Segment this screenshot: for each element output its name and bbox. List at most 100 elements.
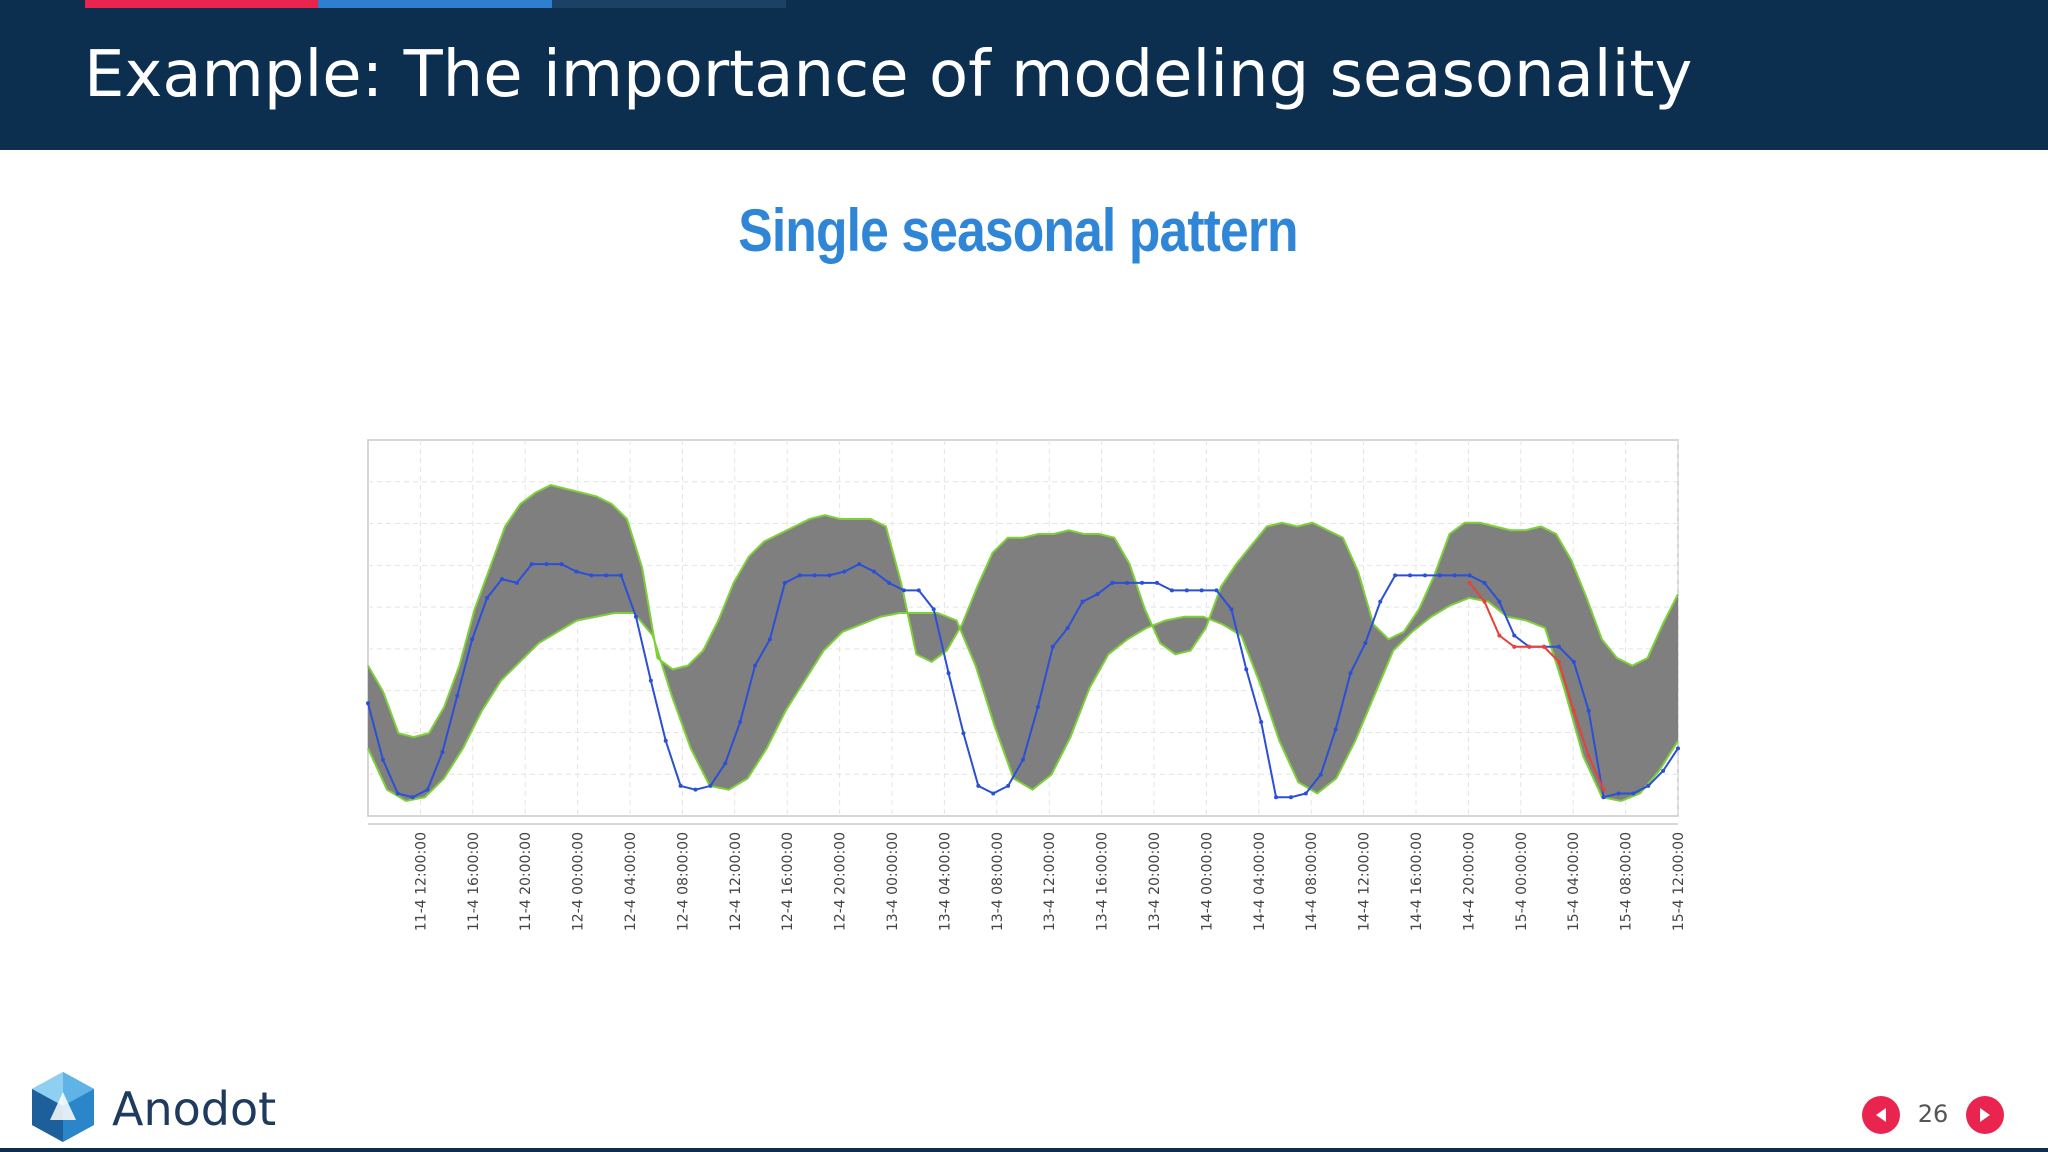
chart-title: Single seasonal pattern: [738, 197, 1298, 264]
data-point: [514, 580, 519, 585]
anomaly-point: [1556, 659, 1561, 664]
data-point: [633, 614, 638, 619]
data-point: [1140, 580, 1145, 585]
x-tick-label: 12-4 16:00:00: [780, 832, 796, 931]
data-point: [366, 701, 370, 706]
next-arrow-icon: [1980, 1108, 1990, 1122]
x-tick-label: 13-4 00:00:00: [885, 832, 901, 931]
data-point: [380, 757, 385, 762]
x-tick-label: 13-4 20:00:00: [1147, 832, 1163, 931]
x-tick-label: 13-4 16:00:00: [1095, 832, 1111, 931]
data-point: [395, 791, 400, 796]
anomaly-point: [1497, 633, 1502, 638]
x-tick-label: 14-4 12:00:00: [1357, 832, 1373, 931]
data-point: [410, 795, 415, 800]
data-point: [842, 569, 847, 574]
data-point: [440, 750, 445, 755]
data-point: [1422, 573, 1427, 578]
x-tick-label: 11-4 16:00:00: [466, 832, 482, 931]
data-point: [1378, 599, 1383, 604]
data-point: [991, 791, 996, 796]
anomaly-point: [1542, 644, 1547, 649]
data-point: [1333, 727, 1338, 732]
data-point: [693, 787, 698, 792]
data-point: [1259, 720, 1264, 724]
data-point: [887, 580, 892, 585]
anomaly-point: [1586, 753, 1591, 758]
data-point: [767, 637, 772, 642]
data-point: [946, 671, 951, 676]
data-point: [738, 720, 743, 724]
anomaly-point: [1601, 787, 1606, 792]
x-tick-label: 12-4 08:00:00: [675, 832, 691, 931]
data-point: [1065, 626, 1070, 630]
data-point: [753, 663, 758, 668]
x-tick-label: 12-4 00:00:00: [571, 832, 587, 931]
data-point: [470, 637, 475, 642]
data-point: [1586, 708, 1591, 713]
data-point: [872, 569, 877, 574]
band-lower-edge: [367, 596, 1679, 803]
data-point: [485, 595, 490, 600]
data-point: [976, 783, 981, 788]
x-tick-label: 14-4 20:00:00: [1461, 832, 1477, 931]
data-point: [916, 588, 921, 593]
data-point: [678, 783, 683, 788]
data-point: [1125, 580, 1130, 585]
accent-bar-red: [85, 0, 318, 8]
x-tick-label: 15-4 12:00:00: [1671, 832, 1685, 931]
accent-bar-blue: [318, 0, 552, 8]
data-point: [589, 573, 594, 578]
x-tick-label: 14-4 16:00:00: [1409, 832, 1425, 931]
slide-title: Example: The importance of modeling seas…: [84, 38, 1693, 112]
prev-slide-button[interactable]: [1862, 1096, 1900, 1134]
x-tick-label: 12-4 20:00:00: [833, 832, 849, 931]
x-tick-label: 11-4 12:00:00: [413, 832, 429, 931]
data-point: [1303, 791, 1308, 796]
data-point: [1244, 667, 1249, 672]
x-tick-label: 13-4 04:00:00: [937, 832, 953, 931]
data-point: [1452, 573, 1457, 578]
data-point: [559, 562, 564, 567]
data-point: [797, 573, 802, 578]
anodot-logo-icon: [30, 1070, 96, 1144]
data-point: [1363, 641, 1368, 646]
anomaly-point: [1527, 644, 1532, 649]
data-point: [544, 562, 549, 567]
data-point: [1050, 644, 1055, 649]
band-upper-edge: [367, 484, 1679, 739]
prev-arrow-icon: [1876, 1108, 1886, 1122]
data-point: [1021, 757, 1025, 762]
data-point: [1676, 746, 1680, 751]
confidence-band: [368, 485, 1678, 801]
data-point: [961, 731, 966, 736]
data-point: [782, 580, 787, 585]
data-point: [1437, 573, 1442, 578]
data-point: [1467, 573, 1472, 578]
data-point: [574, 569, 579, 574]
data-point: [604, 573, 609, 578]
x-tick-label: 11-4 20:00:00: [518, 832, 534, 931]
data-point: [1229, 607, 1234, 612]
x-tick-label: 15-4 04:00:00: [1566, 832, 1582, 931]
data-point: [1646, 783, 1651, 788]
data-point: [1601, 795, 1606, 800]
data-point: [1110, 580, 1115, 585]
data-point: [1571, 659, 1576, 664]
data-point: [857, 562, 862, 567]
data-point: [1169, 588, 1174, 593]
next-slide-button[interactable]: [1966, 1096, 2004, 1134]
bottom-divider: [0, 1148, 2048, 1152]
data-point: [1006, 783, 1011, 788]
data-point: [1616, 791, 1621, 796]
series-line-anomaly: [1468, 582, 1605, 791]
data-point: [1512, 633, 1517, 638]
x-tick-label: 14-4 00:00:00: [1199, 832, 1215, 931]
anomaly-point: [1467, 580, 1472, 585]
data-point: [499, 577, 504, 582]
data-point: [827, 573, 832, 578]
data-point: [1184, 588, 1189, 593]
data-point: [1214, 588, 1219, 593]
accent-bar-navy: [552, 0, 786, 8]
data-point: [663, 738, 668, 743]
